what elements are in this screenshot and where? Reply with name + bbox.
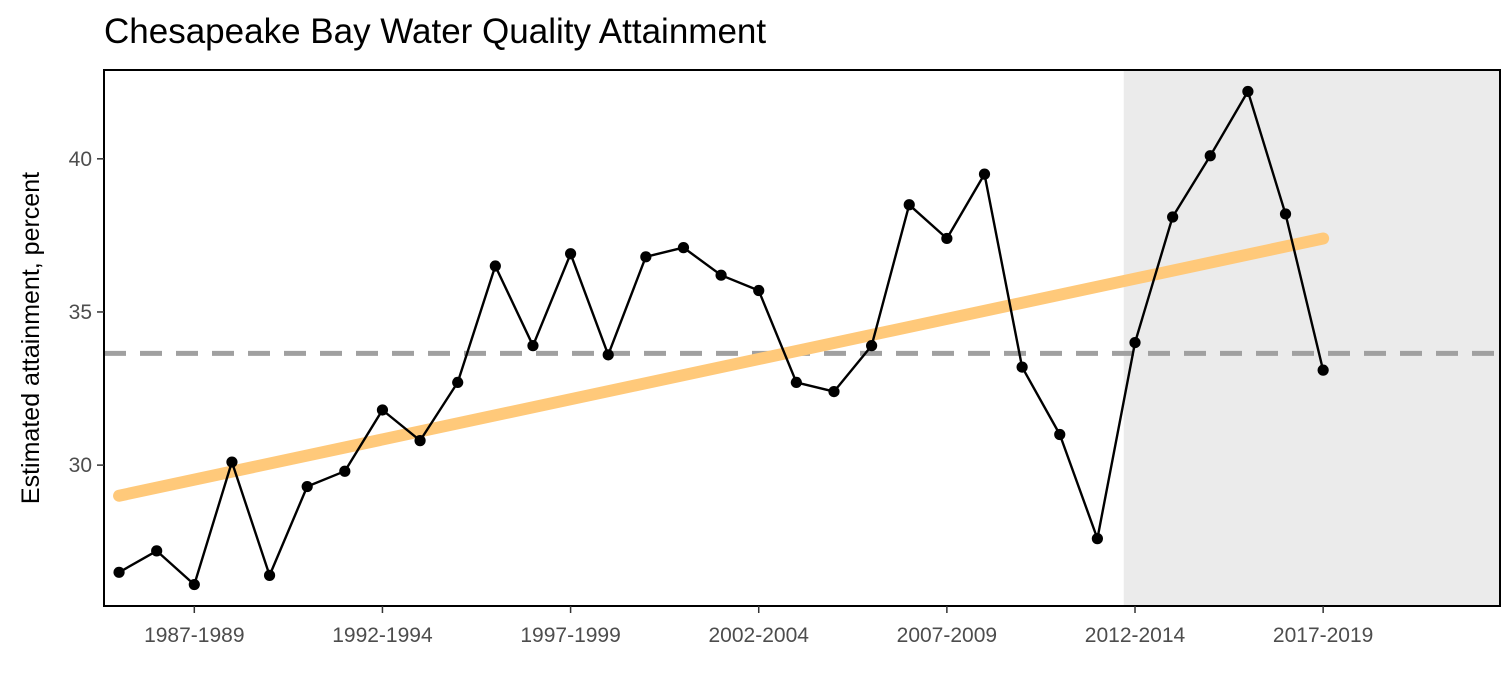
x-tick-label: 2012-2014 bbox=[1085, 624, 1186, 647]
data-point bbox=[1204, 150, 1216, 162]
plot-border bbox=[103, 69, 1501, 607]
y-tick-label: 30 bbox=[69, 454, 92, 477]
data-point bbox=[527, 340, 539, 352]
data-point bbox=[866, 340, 878, 352]
shaded-region bbox=[1123, 70, 1500, 606]
data-point bbox=[414, 435, 426, 447]
data-point bbox=[903, 199, 915, 211]
chart-title: Chesapeake Bay Water Quality Attainment bbox=[104, 12, 767, 51]
data-point bbox=[1054, 428, 1066, 441]
data-point bbox=[1129, 336, 1141, 349]
data-point bbox=[715, 269, 727, 281]
data-point bbox=[376, 404, 389, 416]
x-tick-label: 1997-1999 bbox=[520, 624, 620, 647]
data-point bbox=[226, 456, 238, 468]
x-tick-label: 2007-2009 bbox=[897, 624, 997, 647]
trend-line bbox=[113, 232, 1330, 502]
x-tick-label: 2002-2004 bbox=[709, 624, 810, 647]
data-point bbox=[452, 376, 464, 389]
data-point bbox=[790, 376, 802, 389]
data-point bbox=[564, 248, 577, 260]
data-point bbox=[677, 242, 690, 254]
data-point bbox=[602, 349, 614, 361]
data-point bbox=[978, 168, 991, 180]
data-point bbox=[188, 578, 200, 591]
y-tick-label: 35 bbox=[69, 301, 92, 324]
axis-layer: 30 35 40 1987-1989 1992-1994 1997-1999 2002-20… bbox=[69, 69, 1501, 647]
data-point bbox=[1242, 85, 1254, 98]
data-point bbox=[263, 569, 276, 581]
trend-line-layer bbox=[113, 232, 1330, 502]
data-point bbox=[1279, 208, 1292, 220]
data-point bbox=[489, 260, 501, 272]
data-point bbox=[1167, 211, 1179, 223]
shaded-region-layer bbox=[1123, 70, 1500, 606]
x-tick-label: 2017-2019 bbox=[1273, 624, 1373, 647]
data-point bbox=[113, 566, 125, 578]
data-point bbox=[941, 232, 953, 245]
data-point bbox=[339, 465, 351, 477]
data-point bbox=[1016, 361, 1028, 373]
data-point bbox=[301, 480, 313, 493]
data-point bbox=[640, 251, 652, 263]
data-point bbox=[753, 284, 765, 297]
y-tick-label: 40 bbox=[69, 148, 92, 171]
data-point bbox=[828, 386, 840, 398]
series-layer bbox=[113, 85, 1329, 591]
x-tick-label: 1987-1989 bbox=[144, 624, 244, 647]
data-point bbox=[1091, 533, 1103, 545]
y-axis-title: Estimated attainment, percent bbox=[17, 172, 45, 504]
data-point bbox=[151, 545, 163, 557]
x-tick-label: 1992-1994 bbox=[332, 624, 433, 647]
data-point bbox=[1317, 364, 1329, 376]
